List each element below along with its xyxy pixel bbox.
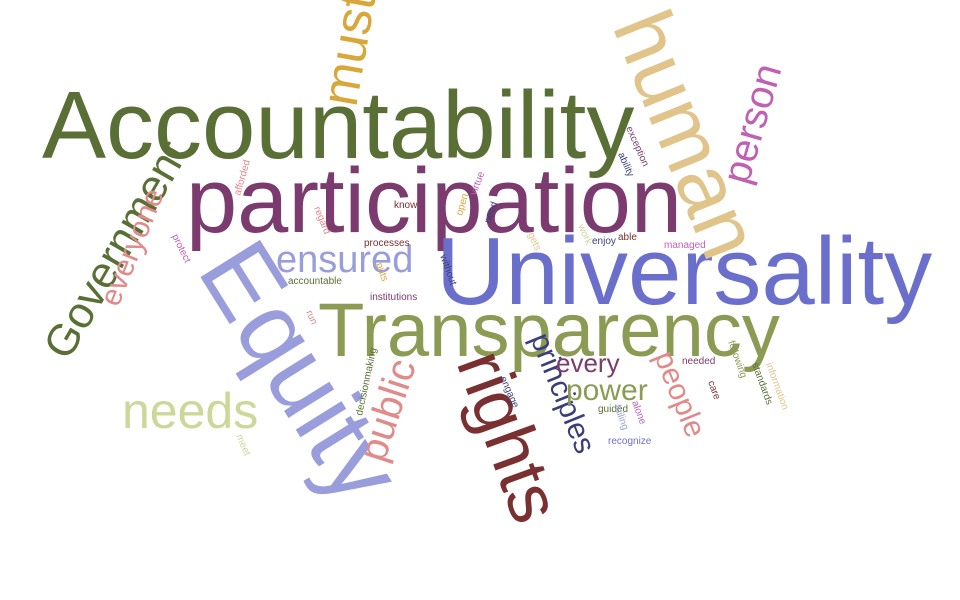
word-universality: Universality (436, 218, 932, 325)
word-guided: guided (598, 404, 628, 415)
word-participation: participation (186, 150, 682, 252)
word-enjoy: enjoy (592, 236, 616, 247)
word-institutions: institutions (370, 292, 417, 303)
word-power: power (566, 374, 648, 407)
word-needs: needs (122, 383, 258, 439)
word-know: know (394, 200, 418, 211)
word-recognize: recognize (608, 436, 652, 447)
word-ensured: ensured (276, 239, 413, 281)
word-able: able (618, 232, 637, 243)
word-every: every (556, 348, 620, 378)
word-care: care (705, 379, 722, 401)
word-run: run (303, 309, 319, 327)
word-managed: managed (664, 240, 706, 251)
word-accountable: accountable (288, 276, 342, 287)
word-processes: processes (364, 238, 410, 249)
word-transparency: Transparency (318, 288, 780, 373)
word-accountability: Accountability (42, 72, 634, 179)
word-needed: needed (682, 356, 715, 367)
